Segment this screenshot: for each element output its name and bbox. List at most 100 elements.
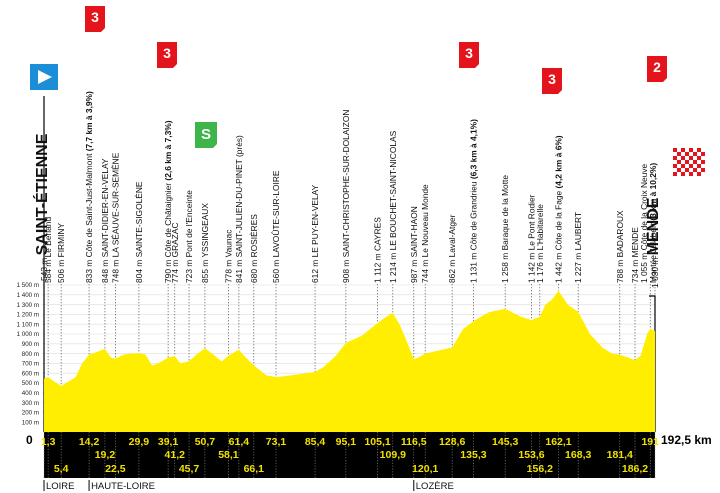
region-label: LOZÈRE xyxy=(416,481,454,492)
km-label: 50,7 xyxy=(195,436,216,448)
place-label-text: 744 m Le Nouveau Monde xyxy=(420,184,430,283)
place-label-text: 560 m LAVOÛTE-SUR-LOIRE xyxy=(271,170,281,283)
svg-text:3: 3 xyxy=(91,9,99,25)
y-tick-label: 400 m xyxy=(22,390,39,397)
km-label: 19,2 xyxy=(95,449,116,461)
place-label: 862 m Laval-Atger xyxy=(447,214,457,283)
svg-text:1 030 m MENDE: 1 030 m MENDE xyxy=(645,197,662,288)
km-label: 135,3 xyxy=(460,449,486,461)
region-label: LOIRE xyxy=(46,481,75,492)
svg-text:1 112 m CAYRES: 1 112 m CAYRES xyxy=(373,217,383,283)
km-label: 153,6 xyxy=(518,449,544,461)
km-label: 168,3 xyxy=(565,449,591,461)
place-label: 1 131 m Côte de Grandrieu (6,3 km à 4,1%… xyxy=(468,119,478,283)
region-label: HAUTE-LOIRE xyxy=(91,481,155,492)
start-arrow-icon xyxy=(30,64,58,90)
km-label: 73,1 xyxy=(266,436,287,448)
place-label-text: 1 030 m xyxy=(650,258,660,288)
km-label: 191 xyxy=(641,436,659,448)
svg-text:804 m SAINTE-SIGOLÈNE: 804 m SAINTE-SIGOLÈNE xyxy=(134,181,144,283)
km-label: 29,9 xyxy=(129,436,150,448)
place-label: 1 176 m L'Habitarelle xyxy=(535,204,545,283)
place-label-text: 1 055 m Côte de la Croix Neuve xyxy=(639,163,649,283)
place-label-text: 1 258 m Baraque de la Motte xyxy=(500,175,510,283)
place-label-text: 506 m FIRMINY xyxy=(56,223,66,283)
distance-band-background xyxy=(44,432,655,478)
km-label: 22,5 xyxy=(105,463,126,475)
place-label-text: 1 176 m L'Habitarelle xyxy=(535,204,545,283)
region-labels: LOIRE HAUTE-LOIRE LOZÈRE xyxy=(43,480,454,492)
y-tick-label: 200 m xyxy=(22,410,39,417)
y-tick-label: 1 200 m xyxy=(17,312,39,319)
y-tick-label: 1 500 m xyxy=(17,282,39,289)
place-label: 788 m BADAROUX xyxy=(615,210,625,283)
category-flag-icon: 3 xyxy=(542,68,562,94)
y-tick-label: 500 m xyxy=(22,380,39,387)
place-label-text: 1 214 m LE BOUCHET-SAINT-NICOLAS xyxy=(388,130,398,283)
y-tick-label: 300 m xyxy=(22,400,39,407)
finish-flag-icon xyxy=(673,148,705,176)
place-label: 841 m SAINT-JULIEN-DU-PINET (près) xyxy=(234,135,244,283)
km-label: 66,1 xyxy=(244,463,265,475)
svg-text:S: S xyxy=(201,126,211,143)
place-label-text: 778 m Vaunac xyxy=(223,230,233,283)
svg-text:3: 3 xyxy=(163,45,171,61)
km-label: 45,7 xyxy=(179,463,200,475)
svg-text:833 m Côte de Saint-Just-Malmo: 833 m Côte de Saint-Just-Malmont (7,7 km… xyxy=(84,91,94,283)
distance-start-label: 0 xyxy=(26,433,33,447)
svg-text:1 258 m Baraque de la Motte: 1 258 m Baraque de la Motte xyxy=(500,175,510,283)
place-label-text: 774 m GRAZAC xyxy=(170,222,180,283)
category-flag-icon: 3 xyxy=(157,42,177,68)
svg-text:848 m SAINT-DIDIER-EN-VELAY: 848 m SAINT-DIDIER-EN-VELAY xyxy=(100,158,110,283)
place-label-text: 723 m Pont de l'Enceinte xyxy=(184,190,194,283)
place-label-text: 734 m MENDE xyxy=(630,227,640,283)
y-tick-label: 600 m xyxy=(22,370,39,377)
distance-total-label: 192,5 km xyxy=(661,433,712,447)
place-label-text: 1 131 m Côte de Grandrieu xyxy=(468,181,478,283)
place-label: 1 112 m CAYRES xyxy=(373,217,383,283)
place-label: 778 m Vaunac xyxy=(223,230,233,283)
place-label: 987 m SAINT-HAON xyxy=(409,206,419,283)
svg-text:788 m BADAROUX: 788 m BADAROUX xyxy=(615,210,625,283)
km-label: 41,2 xyxy=(165,449,186,461)
place-label: 1 214 m LE BOUCHET-SAINT-NICOLAS xyxy=(388,130,398,283)
km-label: 61,4 xyxy=(229,436,250,448)
km-label: 85,4 xyxy=(305,436,326,448)
km-label: 109,9 xyxy=(380,449,406,461)
svg-text:506 m FIRMINY: 506 m FIRMINY xyxy=(56,223,66,283)
y-tick-label: 800 m xyxy=(22,351,39,358)
place-label: 1 142 m Le Pont Rodier xyxy=(527,194,537,283)
svg-text:584 m Le Berland: 584 m Le Berland xyxy=(43,217,53,283)
place-label: 1 030 m MENDE xyxy=(645,197,662,288)
place-label: 790 m Côte de Châtaignier (2,6 km à 7,3%… xyxy=(163,120,173,283)
km-label: 105,1 xyxy=(364,436,390,448)
km-label: 120,1 xyxy=(412,463,438,475)
climb-detail: (7,7 km à 3,9%) xyxy=(84,91,94,151)
place-label: 506 m FIRMINY xyxy=(56,223,66,283)
place-label-text: 908 m SAINT-CHRISTOPHE-SUR-DOLAIZON xyxy=(341,110,351,283)
place-label: 855 m YSSINGEAUX xyxy=(200,203,210,283)
svg-text:908 m SAINT-CHRISTOPHE-SUR-DOL: 908 m SAINT-CHRISTOPHE-SUR-DOLAIZON xyxy=(341,110,351,283)
svg-text:1 442 m Côte de la Fage (4,2 k: 1 442 m Côte de la Fage (4,2 km à 6%) xyxy=(554,135,564,283)
y-axis-labels: 100 m 200 m 300 m 400 m 500 m 600 m 700 m 800 m… xyxy=(17,282,39,426)
distance-band xyxy=(43,432,656,478)
place-label-text: 804 m SAINTE-SIGOLÈNE xyxy=(134,181,144,283)
svg-text:1 142 m Le Pont Rodier: 1 142 m Le Pont Rodier xyxy=(527,194,537,283)
svg-text:778 m Vaunac: 778 m Vaunac xyxy=(223,230,233,283)
svg-text:744 m Le Nouveau Monde: 744 m Le Nouveau Monde xyxy=(420,184,430,283)
place-label-text: 584 m Le Berland xyxy=(43,217,53,283)
svg-text:855 m YSSINGEAUX: 855 m YSSINGEAUX xyxy=(200,203,210,283)
place-label-text: 680 m ROSIÈRES xyxy=(249,214,259,283)
finish-town-label: MENDE xyxy=(645,197,662,255)
place-label-text: 1 442 m Côte de la Fage xyxy=(554,190,564,283)
km-label: 186,2 xyxy=(622,463,648,475)
km-label: 181,4 xyxy=(607,449,633,461)
place-label-text: 790 m Côte de Châtaignier xyxy=(163,183,173,283)
place-label: 612 m LE PUY-EN-VELAY xyxy=(310,184,320,283)
place-label-text: 543 m xyxy=(39,258,49,281)
place-label: 774 m GRAZAC xyxy=(170,222,180,283)
climb-detail: (2,6 km à 7,3%) xyxy=(163,120,173,180)
km-label: 95,1 xyxy=(336,436,357,448)
svg-text:2: 2 xyxy=(653,59,661,75)
